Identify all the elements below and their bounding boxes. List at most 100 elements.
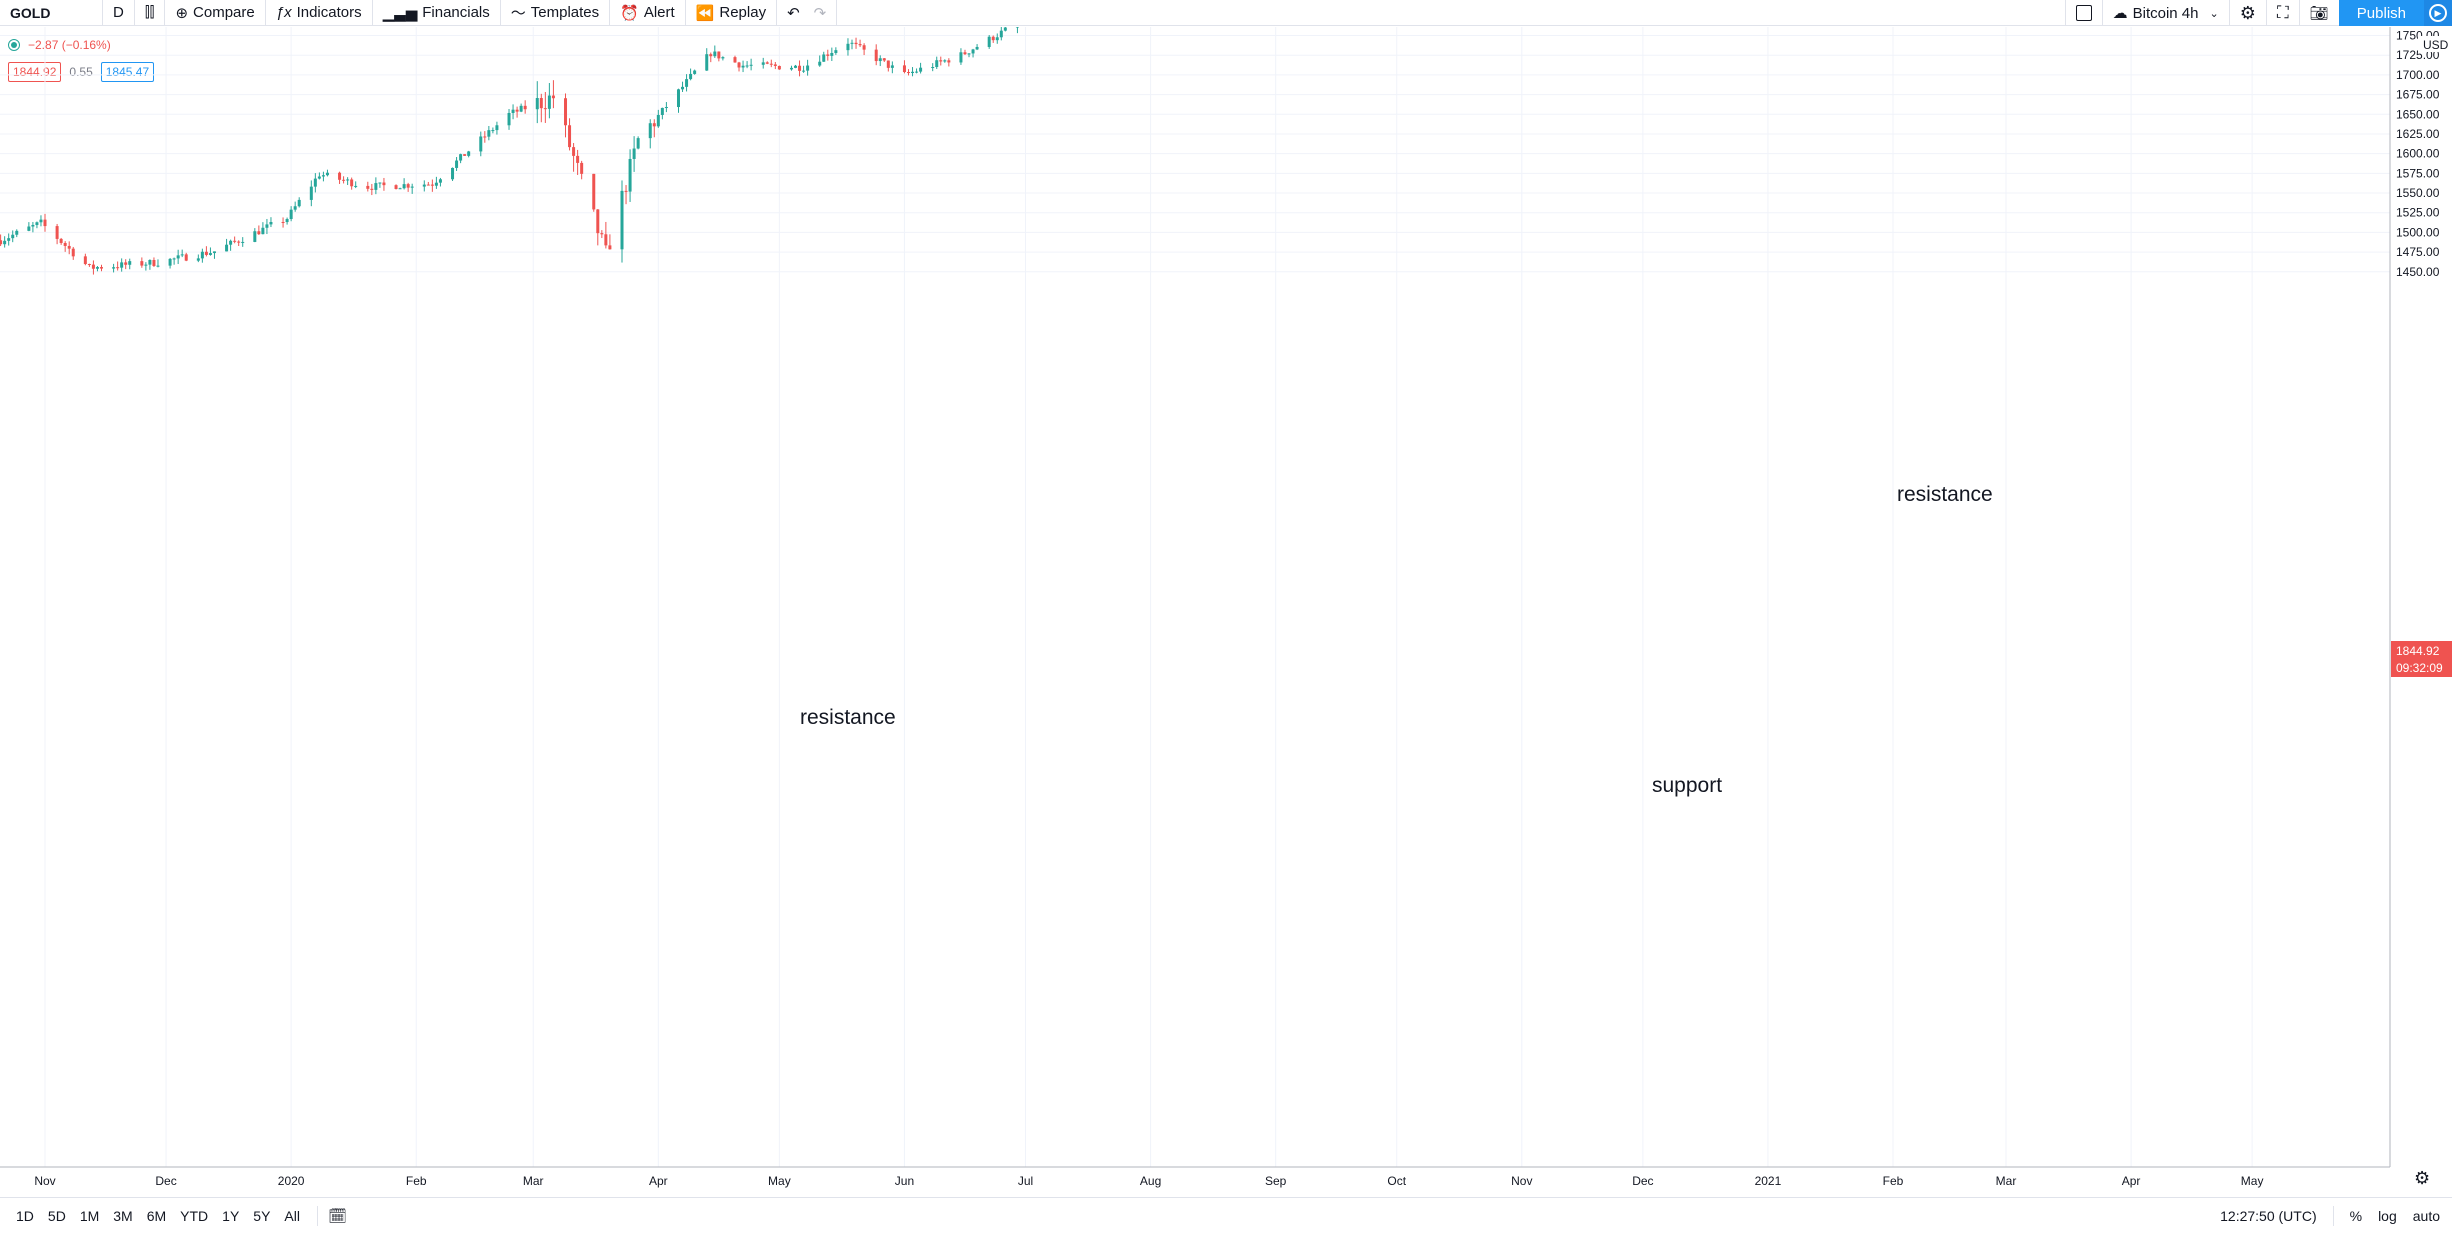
time-axis[interactable]: Nov Dec 2020 Feb Mar Apr May Jun Jul Aug Sep Oct Nov… bbox=[0, 1166, 2390, 1188]
price-tick: 1600.00 bbox=[2396, 147, 2440, 161]
financials-button[interactable]: ▁▃▅ Financials bbox=[373, 0, 501, 26]
range-3m[interactable]: 3M bbox=[113, 1207, 133, 1224]
range-1m[interactable]: 1M bbox=[79, 1207, 100, 1224]
interval-selector[interactable]: D bbox=[103, 0, 135, 26]
candle bbox=[172, 257, 176, 265]
redo-icon[interactable]: ↷ bbox=[813, 4, 827, 22]
candle bbox=[596, 209, 600, 246]
interval-label: D bbox=[113, 4, 124, 21]
candle bbox=[995, 33, 999, 44]
time-tick: Mar bbox=[523, 1174, 544, 1188]
replay-button[interactable]: ⏪ Replay bbox=[686, 0, 778, 26]
candle bbox=[346, 177, 350, 185]
candle bbox=[826, 49, 830, 61]
candle bbox=[338, 171, 342, 184]
candle bbox=[430, 179, 434, 192]
layout-selector[interactable]: ☁ Bitcoin 4h ⌄ bbox=[2101, 0, 2229, 26]
candle bbox=[406, 182, 410, 192]
price-tick: 1525.00 bbox=[2396, 206, 2440, 220]
candle bbox=[789, 65, 793, 71]
candle bbox=[765, 61, 769, 65]
play-button[interactable]: ▶ bbox=[2424, 0, 2452, 26]
candle bbox=[366, 181, 370, 192]
candle bbox=[55, 223, 59, 245]
candle bbox=[507, 109, 511, 130]
candle bbox=[128, 258, 132, 270]
currency-label[interactable]: USD bbox=[2423, 38, 2449, 52]
candle bbox=[777, 65, 781, 70]
candle bbox=[39, 215, 43, 227]
log-scale-toggle[interactable]: log bbox=[2378, 1208, 2397, 1224]
percent-scale-toggle[interactable]: % bbox=[2349, 1208, 2363, 1224]
candle bbox=[63, 241, 67, 252]
candle bbox=[737, 61, 741, 72]
price-tick: 1500.00 bbox=[2396, 225, 2440, 239]
price-axis[interactable]: 2325.002300.002275.002250.002225.002200.… bbox=[2389, 27, 2452, 1167]
fullscreen-button[interactable]: ⛶ bbox=[2265, 0, 2299, 26]
candle bbox=[858, 39, 862, 48]
date-range-icon[interactable]: 🗓︎ bbox=[327, 1207, 348, 1225]
resistance-label-lower[interactable]: resistance bbox=[800, 706, 896, 729]
alert-button[interactable]: ⏰ Alert bbox=[610, 0, 686, 26]
symbol-search[interactable]: GOLD bbox=[0, 0, 103, 26]
candle bbox=[850, 39, 854, 50]
ask-price[interactable]: 1845.47 bbox=[100, 62, 155, 82]
range-ytd[interactable]: YTD bbox=[180, 1207, 209, 1224]
candle bbox=[483, 131, 487, 143]
candle bbox=[608, 234, 612, 250]
candle bbox=[253, 228, 257, 243]
candle bbox=[71, 246, 75, 260]
candle bbox=[543, 92, 547, 123]
candle bbox=[919, 62, 923, 74]
resistance-label-upper[interactable]: resistance bbox=[1897, 483, 1993, 506]
bid-price[interactable]: 1844.92 bbox=[8, 62, 62, 82]
candle bbox=[394, 184, 398, 190]
compare-button[interactable]: ⊕ Compare bbox=[165, 0, 266, 26]
candle bbox=[196, 254, 200, 263]
fullscreen-select-button[interactable] bbox=[2064, 0, 2102, 26]
range-1y[interactable]: 1Y bbox=[222, 1207, 240, 1224]
range-5y[interactable]: 5Y bbox=[253, 1207, 271, 1224]
candle bbox=[733, 55, 737, 63]
market-status-icon[interactable] bbox=[8, 39, 20, 51]
candle bbox=[152, 257, 156, 267]
candle bbox=[398, 187, 402, 190]
candle bbox=[451, 167, 455, 181]
indicators-button[interactable]: ƒx Indicators bbox=[266, 0, 373, 26]
candle bbox=[180, 249, 184, 258]
financials-label: Financials bbox=[422, 4, 490, 21]
candle bbox=[342, 176, 346, 184]
candle bbox=[124, 259, 128, 270]
auto-scale-toggle[interactable]: auto bbox=[2412, 1208, 2440, 1224]
range-5d[interactable]: 5D bbox=[47, 1207, 66, 1224]
publish-button[interactable]: Publish bbox=[2338, 0, 2424, 26]
candle bbox=[176, 249, 180, 265]
time-tick: Sep bbox=[1265, 1174, 1287, 1188]
candle bbox=[382, 177, 386, 191]
axis-settings-gear-icon[interactable]: ⚙ bbox=[2414, 1168, 2431, 1188]
settings-button[interactable]: ⚙ bbox=[2228, 0, 2266, 26]
snapshot-button[interactable]: 📷︎ bbox=[2298, 0, 2339, 26]
range-all[interactable]: All bbox=[284, 1207, 300, 1224]
support-label[interactable]: support bbox=[1652, 774, 1722, 797]
candle bbox=[551, 80, 555, 109]
candle bbox=[455, 157, 459, 171]
range-6m[interactable]: 6M bbox=[146, 1207, 167, 1224]
chart-type-button[interactable]: ⫿⫿ bbox=[135, 0, 166, 26]
range-1d[interactable]: 1D bbox=[16, 1207, 34, 1224]
candle bbox=[208, 247, 212, 256]
templates-label: Templates bbox=[530, 4, 600, 21]
candle bbox=[769, 59, 773, 68]
price-chart[interactable]: resistance resistance support 2325.00230… bbox=[0, 27, 2452, 1197]
candle bbox=[350, 177, 354, 190]
divider bbox=[2332, 1206, 2334, 1226]
undo-icon[interactable]: ↶ bbox=[787, 4, 800, 22]
candle bbox=[854, 37, 858, 49]
candle bbox=[886, 60, 890, 72]
candle bbox=[523, 100, 527, 114]
templates-button[interactable]: 〜 Templates bbox=[501, 0, 611, 26]
bar-chart-icon: ▁▃▅ bbox=[382, 4, 418, 22]
candle bbox=[911, 67, 915, 77]
clock-utc[interactable]: 12:27:50 (UTC) bbox=[2220, 1208, 2317, 1224]
candle bbox=[656, 109, 660, 128]
